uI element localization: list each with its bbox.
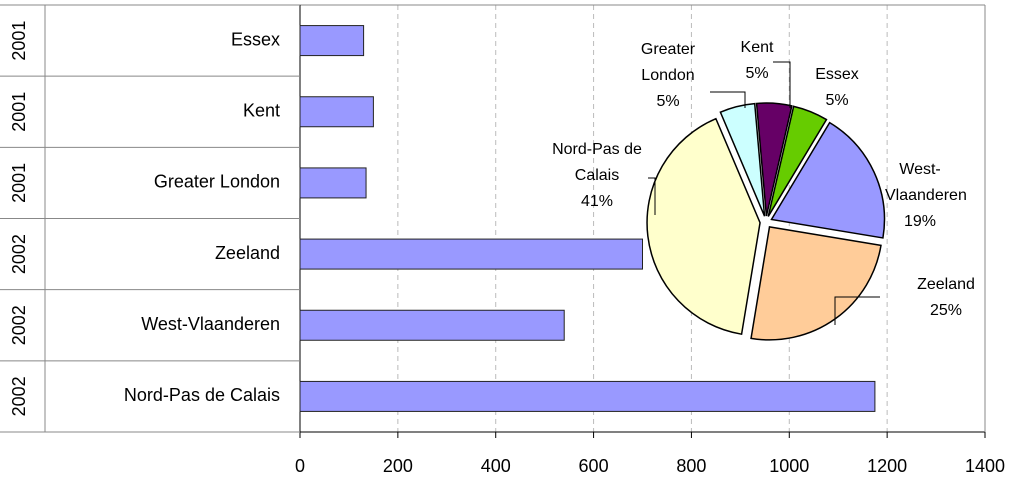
bar (299, 167, 367, 199)
category-label: Nord-Pas de Calais (124, 385, 280, 405)
bar (299, 238, 643, 270)
pie-slice (770, 121, 886, 239)
leader-line (834, 296, 880, 325)
x-tick-label: 600 (579, 456, 609, 476)
bar (299, 96, 374, 128)
leader-line (648, 177, 656, 215)
category-label: Zeeland (215, 243, 280, 263)
pie-value-label: 5% (745, 65, 769, 82)
group-label: 2001 (9, 21, 29, 61)
x-tick-label: 1000 (769, 456, 809, 476)
pie-category: Greater London (640, 41, 696, 84)
group-label: 2002 (9, 376, 29, 416)
bar (299, 380, 876, 412)
group-label: 2002 (9, 234, 29, 274)
bar (299, 25, 365, 57)
x-tick-label: 800 (676, 456, 706, 476)
bar (299, 309, 565, 341)
pie-slice (719, 102, 766, 217)
pie-label: Essex 5% (807, 62, 867, 114)
pie-slice (750, 226, 882, 341)
x-tick-label: 1400 (965, 456, 1005, 476)
x-tick-label: 200 (383, 456, 413, 476)
leader-line (773, 61, 791, 108)
category-label: West-Vlaanderen (141, 314, 280, 334)
pie-label: West-Vlaanderen 19% (885, 157, 967, 235)
pie-slice (646, 117, 761, 336)
pie-label: Kent 5% (727, 35, 787, 87)
pie-category: Kent (740, 39, 774, 56)
group-label: 2001 (9, 92, 29, 132)
category-label: Kent (243, 101, 280, 121)
x-tick-label: 1200 (867, 456, 907, 476)
pie-category: Essex (815, 66, 859, 83)
leader-line (710, 91, 746, 108)
pie-slice (755, 102, 793, 217)
pie-label: Nord-Pas de Calais 41% (552, 137, 642, 215)
pie-category: Nord-Pas de Calais (552, 141, 642, 184)
pie-category: Zeeland (917, 276, 975, 293)
pie-value-label: 19% (903, 213, 937, 230)
pie-value-label: 41% (580, 193, 614, 210)
group-label: 2001 (9, 163, 29, 203)
x-tick-label: 400 (481, 456, 511, 476)
x-tick-label: 0 (295, 456, 305, 476)
group-label: 2002 (9, 305, 29, 345)
category-label: Greater London (154, 172, 280, 192)
category-label: Essex (231, 29, 280, 49)
pie-value-label: 25% (929, 302, 963, 319)
pie-category: West-Vlaanderen (885, 161, 967, 204)
pie-label: Greater London 5% (628, 37, 708, 115)
pie-label: Zeeland 25% (911, 272, 981, 324)
pie-slice (767, 105, 828, 217)
pie-value-label: 5% (656, 93, 680, 110)
pie-value-label: 5% (825, 92, 849, 109)
